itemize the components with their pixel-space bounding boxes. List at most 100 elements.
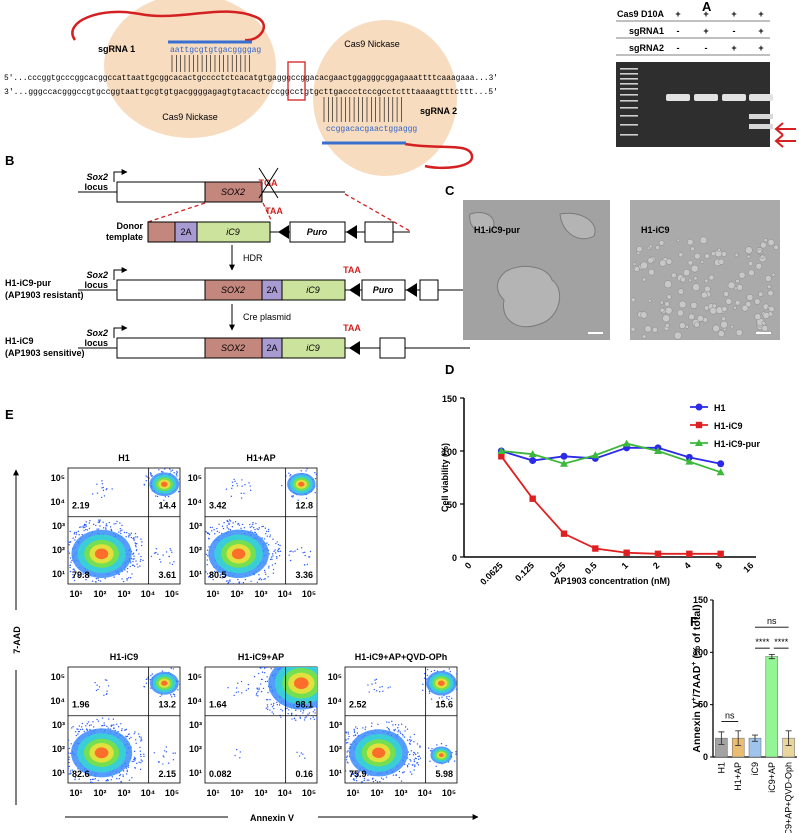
- event: [262, 525, 264, 528]
- event: [276, 556, 278, 558]
- cell: [768, 305, 775, 313]
- event: [400, 723, 403, 725]
- locus-label: locus: [84, 280, 108, 290]
- event: [164, 496, 167, 498]
- event: [216, 527, 218, 530]
- event: [261, 537, 263, 539]
- event: [327, 683, 328, 684]
- event: [81, 722, 84, 725]
- event: [400, 732, 402, 735]
- event: [419, 757, 422, 759]
- cell: [630, 297, 636, 303]
- event: [95, 524, 97, 527]
- event: [133, 758, 135, 761]
- event: [66, 759, 67, 760]
- loxp: [349, 341, 360, 355]
- event: [273, 702, 275, 705]
- event: [172, 693, 175, 695]
- cell: [754, 313, 762, 321]
- event: [328, 691, 329, 692]
- gel-row-label: Cas9 D10A: [617, 9, 665, 19]
- event: [429, 750, 432, 752]
- event: [274, 562, 276, 565]
- event: [246, 587, 247, 588]
- event: [103, 722, 105, 724]
- event: [133, 750, 136, 753]
- cell: [673, 331, 682, 340]
- event: [115, 522, 117, 525]
- event: [128, 534, 130, 537]
- event: [343, 760, 344, 761]
- event: [257, 583, 259, 584]
- quadrant-value: 80.5: [209, 570, 227, 580]
- event: [62, 759, 63, 760]
- event: [426, 674, 429, 676]
- event: [69, 770, 72, 772]
- event: [260, 667, 262, 669]
- event: [449, 670, 451, 673]
- event: [347, 750, 349, 752]
- event: [352, 778, 355, 781]
- event: [409, 771, 412, 773]
- event: [321, 685, 322, 686]
- event: [410, 760, 412, 762]
- event: [378, 690, 381, 693]
- event: [318, 491, 319, 492]
- cell: [641, 334, 647, 339]
- event: [136, 563, 138, 565]
- cell: [633, 266, 640, 272]
- event: [102, 527, 105, 529]
- marker: [529, 495, 536, 502]
- event: [80, 726, 83, 728]
- event: [244, 578, 247, 581]
- event: [131, 777, 133, 779]
- event: [239, 757, 241, 759]
- cell: [735, 329, 743, 337]
- event: [171, 551, 173, 553]
- event: [401, 772, 404, 774]
- event: [133, 565, 136, 567]
- cell: [690, 301, 698, 309]
- event: [266, 542, 268, 544]
- event: [127, 536, 130, 538]
- event: [200, 557, 201, 558]
- nickase-shape: [104, 0, 276, 138]
- event: [254, 528, 256, 531]
- event: [102, 521, 104, 524]
- event: [257, 695, 259, 697]
- event: [305, 716, 307, 718]
- event: [312, 647, 313, 648]
- event: [274, 552, 277, 554]
- event: [176, 470, 178, 473]
- event: [382, 690, 384, 692]
- cell: [735, 278, 740, 284]
- event: [133, 538, 135, 540]
- panel-label: D: [445, 362, 454, 377]
- event: [131, 564, 134, 566]
- gel-band: [694, 94, 718, 101]
- event: [226, 525, 228, 527]
- event: [269, 536, 271, 538]
- x-tick-label: 10²: [230, 788, 243, 798]
- event: [265, 533, 267, 535]
- event: [347, 731, 349, 733]
- event: [143, 753, 145, 755]
- event: [261, 525, 263, 528]
- event: [234, 754, 236, 757]
- event: [368, 785, 369, 786]
- event: [353, 779, 356, 781]
- event: [309, 550, 312, 553]
- event: [213, 529, 215, 531]
- event: [419, 746, 421, 748]
- event: [312, 716, 314, 718]
- event: [331, 685, 332, 686]
- event: [89, 778, 92, 781]
- event: [295, 719, 297, 721]
- density: [231, 548, 246, 560]
- x-tick-label: iC9: [750, 762, 760, 776]
- event: [327, 663, 328, 664]
- event: [343, 686, 344, 687]
- event: [380, 777, 383, 779]
- event: [73, 568, 75, 570]
